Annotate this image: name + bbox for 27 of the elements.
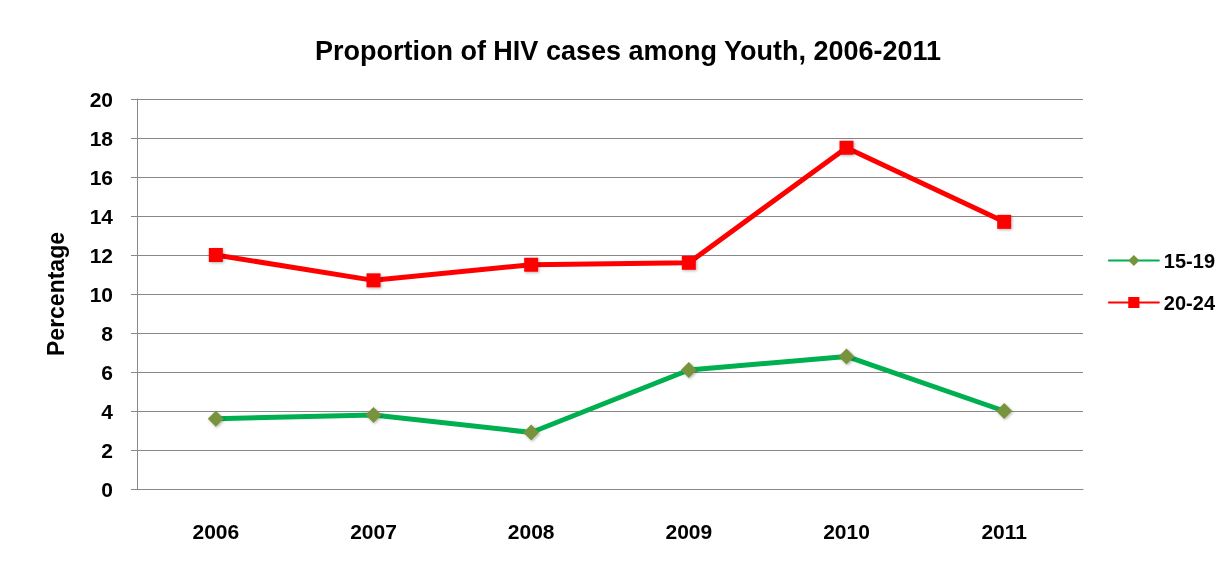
- y-tick-label: 14: [89, 204, 114, 228]
- point: [839, 140, 854, 155]
- point: [524, 257, 539, 272]
- legend-label: 20-24: [1163, 291, 1216, 314]
- chart-title: Proportion of HIV cases among Youth, 2006-2011: [314, 35, 942, 66]
- point: [997, 214, 1012, 229]
- y-axis-title: Percentage: [42, 231, 69, 357]
- y-tick-label: 10: [89, 282, 113, 306]
- x-tick-label: 2008: [507, 520, 555, 543]
- y-tick-label: 0: [101, 477, 113, 501]
- y-tick-label: 4: [101, 399, 114, 423]
- point: [681, 255, 696, 270]
- x-tick-label: 2007: [350, 520, 397, 543]
- y-tick-label: 18: [89, 126, 114, 150]
- y-tick-label: 8: [101, 321, 114, 345]
- x-tick-label: 2009: [665, 520, 713, 543]
- point: [366, 273, 381, 288]
- y-tick-label: 2: [101, 438, 113, 462]
- x-tick-label: 2006: [192, 520, 240, 543]
- y-tick-label: 12: [89, 243, 113, 267]
- x-tick-label: 2010: [823, 520, 870, 543]
- y-tick-label: 20: [89, 87, 113, 111]
- x-tick-label: 2011: [981, 520, 1028, 543]
- point: [208, 248, 223, 262]
- y-tick-label: 16: [89, 165, 113, 189]
- legend-label: 15-19: [1163, 249, 1215, 272]
- y-tick-label: 6: [101, 360, 113, 384]
